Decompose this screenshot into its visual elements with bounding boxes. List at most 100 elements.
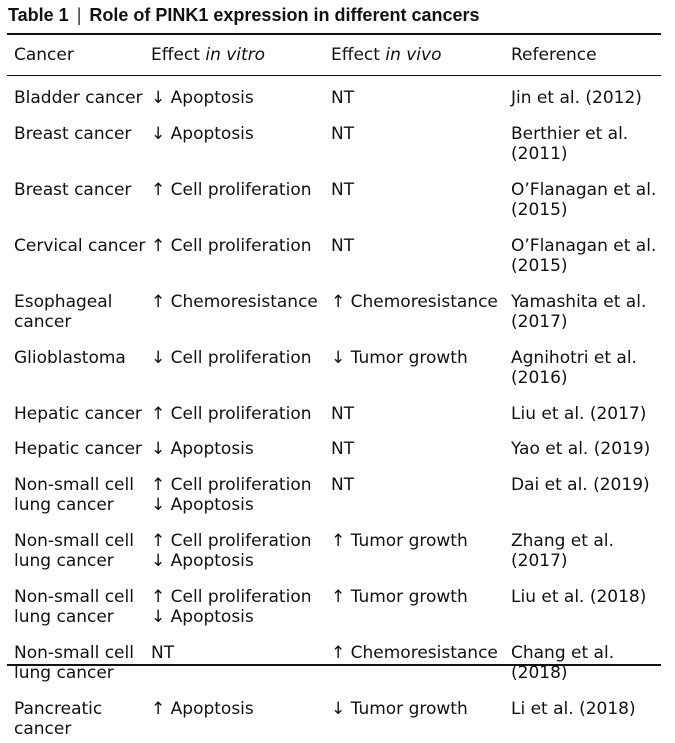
cell-effect-in-vitro: ↓ Cell proliferation (144, 336, 324, 392)
cell-cancer: Breast cancer (7, 168, 144, 224)
cell-cancer: Esophageal cancer (7, 280, 144, 336)
cell-effect-in-vivo: NT (324, 168, 504, 224)
cell-cancer-line: Hepatic cancer (14, 439, 142, 459)
table-row: Bladder cancer ↓ Apoptosis NT Jin et al. (2… (7, 78, 661, 112)
cell-effect-in-vitro: ↑ Cell proliferation ↓ Apoptosis (144, 519, 324, 575)
header-in-vitro-prefix: Effect (151, 45, 206, 65)
cell-reference: Yao et al. (2019) (504, 427, 661, 463)
cell-cancer-line: lung cancer (14, 607, 114, 627)
cell-effect-in-vitro-line: ↑ Cell proliferation (151, 586, 312, 607)
table-caption: Table 1 | Role of PINK1 expression in diff… (8, 2, 480, 28)
cell-cancer-line: lung cancer (14, 495, 114, 515)
cell-cancer-line: lung cancer (14, 663, 114, 683)
cell-effect-in-vivo: ↑ Tumor growth (324, 519, 504, 575)
cell-reference-line: (2011) (511, 144, 568, 164)
cell-reference: Yamashita et al. (2017) (504, 280, 661, 336)
cell-effect-in-vitro: ↓ Apoptosis (144, 427, 324, 463)
cell-cancer-line: Hepatic cancer (14, 403, 142, 424)
cell-cancer-line: Breast cancer (14, 179, 132, 200)
table-row: Glioblastoma ↓ Cell proliferation ↓ Tumor … (7, 336, 661, 392)
cell-effect-in-vitro-line: ↓ Apoptosis (151, 123, 254, 144)
pink1-table: Cancer Effect in vitro Effect in vivo Re… (7, 42, 661, 743)
cell-cancer-line: Cervical cancer (14, 235, 146, 256)
header-reference: Reference (511, 45, 597, 65)
cell-effect-in-vitro: NT (144, 631, 324, 687)
cell-reference-line: Dai et al. (2019) (511, 474, 650, 495)
cell-effect-in-vivo: NT (324, 112, 504, 168)
cell-reference-line: Li et al. (2018) (511, 698, 636, 719)
table-row: Hepatic cancer ↓ Apoptosis NT Yao et al. (2… (7, 427, 661, 463)
cell-effect-in-vivo-line: NT (331, 474, 355, 495)
cell-reference: Agnihotri et al. (2016) (504, 336, 661, 392)
table-header-rule (7, 75, 661, 76)
table-top-rule (7, 33, 661, 35)
cell-effect-in-vivo-line: NT (331, 439, 355, 459)
header-in-vivo-italic: in vivo (385, 45, 442, 65)
table-row: Non-small cell lung cancer NT ↑ Chemoresist… (7, 631, 661, 687)
cell-effect-in-vitro-line: ↑ Cell proliferation (151, 403, 312, 424)
caption-separator: | (76, 5, 82, 25)
cell-effect-in-vivo-line: NT (331, 88, 355, 108)
cell-reference-line: Jin et al. (2012) (511, 88, 642, 108)
cell-effect-in-vivo: ↓ Tumor growth (324, 687, 504, 743)
cell-cancer-line: cancer (14, 719, 72, 739)
table-row: Non-small cell lung cancer ↑ Cell prolifer… (7, 463, 661, 519)
cell-reference-line: (2016) (511, 368, 568, 388)
cell-cancer-line: Non-small cell (14, 586, 134, 607)
table-row: Hepatic cancer ↑ Cell proliferation NT Liu … (7, 392, 661, 428)
cell-cancer-line: cancer (14, 312, 72, 332)
cell-reference-line: (2017) (511, 551, 568, 571)
cell-cancer-line: Glioblastoma (14, 347, 126, 368)
cell-effect-in-vitro: ↑ Apoptosis (144, 687, 324, 743)
cell-cancer: Hepatic cancer (7, 392, 144, 428)
cell-cancer: Bladder cancer (7, 78, 144, 112)
cell-reference: O’Flanagan et al. (2015) (504, 168, 661, 224)
cell-reference-line: Yamashita et al. (511, 291, 647, 312)
cell-cancer-line: Non-small cell (14, 530, 134, 551)
cell-cancer: Glioblastoma (7, 336, 144, 392)
cell-effect-in-vivo-line: ↑ Chemoresistance (331, 642, 498, 663)
cell-reference-line: Agnihotri et al. (511, 347, 637, 368)
cell-reference-line: Liu et al. (2018) (511, 586, 647, 607)
header-in-vivo-prefix: Effect (331, 45, 386, 65)
cell-reference: Li et al. (2018) (504, 687, 661, 743)
cell-effect-in-vivo: NT (324, 78, 504, 112)
cell-effect-in-vivo: ↑ Chemoresistance (324, 280, 504, 336)
cell-effect-in-vivo-line: NT (331, 123, 355, 144)
header-effect-in-vivo: Effect in vivo (324, 42, 504, 78)
cell-effect-in-vitro: ↑ Cell proliferation (144, 224, 324, 280)
cell-reference-line: O’Flanagan et al. (511, 235, 657, 256)
cell-cancer-line: Bladder cancer (14, 88, 143, 108)
cell-reference: O’Flanagan et al. (2015) (504, 224, 661, 280)
cell-effect-in-vivo-line: ↑ Chemoresistance (331, 291, 498, 312)
cell-reference: Zhang et al. (2017) (504, 519, 661, 575)
cell-effect-in-vitro-line: ↑ Chemoresistance (151, 291, 318, 312)
table-row: Cervical cancer ↑ Cell proliferation NT O’F… (7, 224, 661, 280)
table-bottom-rule (7, 664, 661, 666)
cell-reference: Chang et al. (2018) (504, 631, 661, 687)
cell-effect-in-vitro-line: ↓ Apoptosis (151, 551, 254, 571)
cell-cancer: Non-small cell lung cancer (7, 519, 144, 575)
cell-reference-line: (2017) (511, 312, 568, 332)
cell-effect-in-vivo: NT (324, 463, 504, 519)
table-row: Non-small cell lung cancer ↑ Cell prolifer… (7, 575, 661, 631)
cell-reference: Liu et al. (2017) (504, 392, 661, 428)
cell-effect-in-vivo: ↑ Chemoresistance (324, 631, 504, 687)
cell-cancer: Non-small cell lung cancer (7, 575, 144, 631)
cell-cancer-line: Pancreatic (14, 698, 103, 719)
cell-cancer: Non-small cell lung cancer (7, 463, 144, 519)
cell-effect-in-vivo: ↑ Tumor growth (324, 575, 504, 631)
cell-effect-in-vivo-line: NT (331, 179, 355, 200)
cell-reference-line: Berthier et al. (511, 123, 629, 144)
cell-effect-in-vitro-line: ↑ Cell proliferation (151, 179, 312, 200)
cell-cancer-line: Esophageal (14, 291, 113, 312)
cell-reference-line: Zhang et al. (511, 530, 614, 551)
cell-reference-line: (2015) (511, 200, 568, 220)
cell-effect-in-vitro: ↓ Apoptosis (144, 112, 324, 168)
cell-effect-in-vitro-line: ↑ Apoptosis (151, 698, 254, 719)
cell-cancer: Pancreatic cancer (7, 687, 144, 743)
table-row: Breast cancer ↓ Apoptosis NT Berthier et al… (7, 112, 661, 168)
cell-effect-in-vitro-line: ↓ Apoptosis (151, 88, 254, 108)
cell-effect-in-vivo-line: NT (331, 235, 355, 256)
cell-reference: Liu et al. (2018) (504, 575, 661, 631)
